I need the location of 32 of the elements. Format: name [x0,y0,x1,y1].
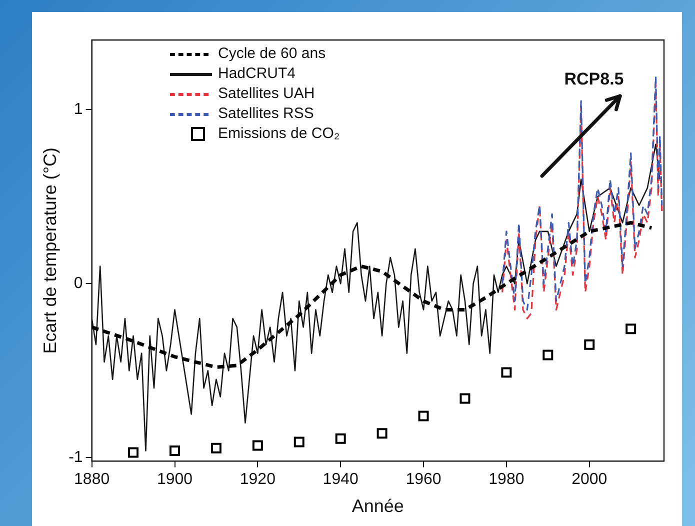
legend-label: HadCRUT4 [218,65,296,82]
annotation: RCP8.5 [564,70,624,89]
line-series [92,221,654,369]
y-tick-label: -1 [68,449,83,466]
x-axis-title: Année [352,496,404,516]
point [128,447,139,458]
point [626,324,636,334]
y-axis-title: Ecart de temperature (°C) [40,147,60,354]
legend-label: Cycle de 60 ans [218,45,326,62]
x-tick-label: 1920 [240,471,276,488]
point [294,436,304,448]
point [418,410,429,422]
x-tick-label: 1960 [406,471,442,488]
point [335,433,346,444]
x-tick-label: 1880 [74,471,110,488]
point [376,428,388,439]
y-tick-label: 1 [74,101,83,118]
legend-label: Satellites RSS [218,105,314,122]
y-tick-label: 0 [74,275,83,292]
point [460,393,470,404]
point [210,442,222,454]
x-tick-label: 2000 [572,471,608,488]
point [252,440,263,451]
x-tick-label: 1980 [488,471,524,488]
x-tick-label: 1940 [322,471,358,488]
legend-label: Satellites UAH [218,85,315,102]
x-tick-label: 1900 [156,471,193,488]
point [584,339,595,350]
point [501,367,512,378]
point [542,350,554,360]
point [170,446,180,456]
legend-label: Emissions de CO₂ [218,125,340,142]
